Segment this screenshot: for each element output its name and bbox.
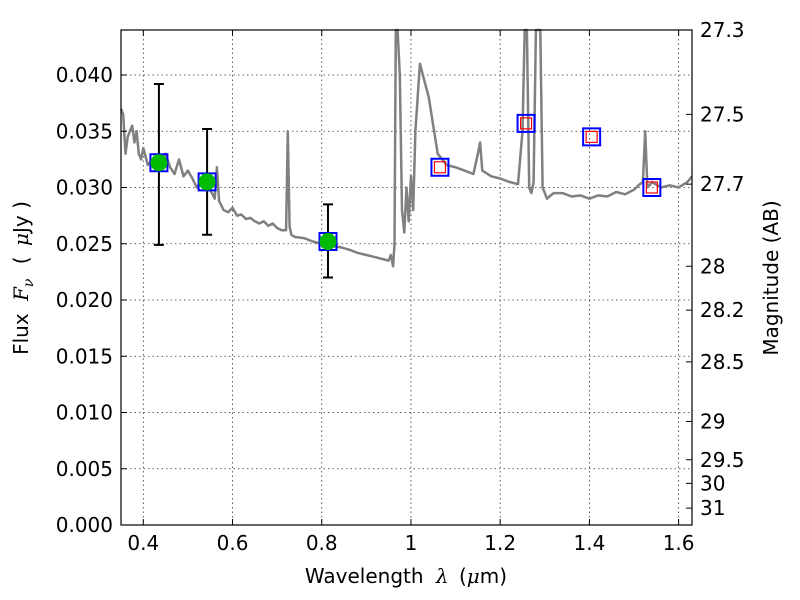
y-tick-label: 0.035 <box>56 119 113 143</box>
spectrum-line <box>119 28 693 268</box>
x-tick-label: 1.6 <box>663 531 695 555</box>
x-tick-label: 0.4 <box>127 531 159 555</box>
right-axis-tick-label: 31 <box>700 496 725 520</box>
x-axis-symbol: λ <box>435 564 449 588</box>
y-tick-label: 0.040 <box>56 63 113 87</box>
x-tick-label: 1.2 <box>484 531 516 555</box>
x-tick-label: 0.8 <box>306 531 338 555</box>
right-axis-tick-label: 29 <box>700 410 725 434</box>
y-axis-symbol: F <box>9 286 33 302</box>
right-axis-tick-label: 27.3 <box>700 18 745 42</box>
right-axis-tick-label: 29.5 <box>700 448 745 472</box>
axis-ticks: 0.4 0.6 0.8 1 1.2 1.4 1.6 0.000 0.005 0.010 0.015 0… <box>56 18 745 555</box>
x-axis-title-main: Wavelength <box>305 564 424 588</box>
spectrum-layer <box>119 28 693 268</box>
y-tick-label: 0.025 <box>56 232 113 256</box>
synthetic-point <box>433 161 447 174</box>
right-axis-title: Magnitude (AB) <box>759 200 783 355</box>
photometry-point <box>198 173 216 191</box>
synthetic-point <box>585 130 598 143</box>
model-box <box>516 113 536 133</box>
synthetic-point <box>519 117 533 130</box>
model-box <box>582 127 602 147</box>
y-axis-unit-open: ( <box>9 256 33 264</box>
right-axis-tick-label: 28.5 <box>700 350 745 374</box>
right-axis-tick-label: 27.5 <box>700 102 745 126</box>
y-axis-title-main: Flux <box>9 313 33 355</box>
x-axis-unit-open: ( <box>459 564 467 588</box>
y-tick-label: 0.020 <box>56 288 113 312</box>
right-axis-tick-label: 28.2 <box>700 298 745 322</box>
model-box <box>642 178 662 197</box>
y-tick-label: 0.005 <box>56 457 113 481</box>
y-axis-subscript: ν <box>21 278 37 287</box>
x-axis-unit-rest: m) <box>480 564 507 588</box>
right-axis-tick-label: 27.7 <box>700 172 745 196</box>
y-axis-title: Flux Fν ( μJy ) <box>9 201 38 355</box>
x-tick-label: 1.4 <box>573 531 605 555</box>
synthetic-point <box>645 181 658 194</box>
y-tick-label: 0.030 <box>56 176 113 200</box>
right-axis-tick-label: 28 <box>700 254 725 278</box>
points-layer <box>149 83 662 279</box>
y-axis-unit-mu: μ <box>9 233 33 246</box>
x-tick-label: 1 <box>405 531 418 555</box>
right-axis-tick-label: 30 <box>700 471 725 495</box>
x-axis-unit-mu: μ <box>467 564 480 588</box>
y-tick-label: 0.010 <box>56 401 113 425</box>
photometry-point <box>150 154 168 172</box>
x-tick-label: 0.6 <box>217 531 249 555</box>
grid-lines <box>121 30 692 526</box>
plot-frame <box>120 29 693 526</box>
y-tick-label: 0.015 <box>56 344 113 368</box>
x-axis-title: Wavelength λ (μm) <box>305 564 507 588</box>
photometry-point <box>319 233 337 250</box>
y-tick-label: 0.000 <box>56 513 113 537</box>
model-box <box>430 157 450 177</box>
y-axis-unit-rest: Jy ) <box>9 201 33 235</box>
